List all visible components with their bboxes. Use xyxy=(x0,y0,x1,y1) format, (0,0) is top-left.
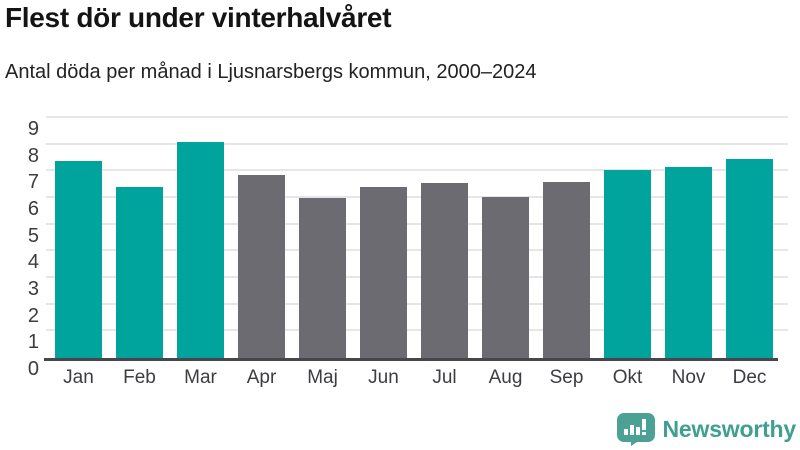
x-tick-label-mar: Mar xyxy=(184,367,217,388)
gridline-8 xyxy=(46,142,788,145)
x-tick-label-jun: Jun xyxy=(368,367,399,388)
bar-dec xyxy=(726,159,773,358)
x-tick-label-jul: Jul xyxy=(432,367,457,388)
x-tick-label-feb: Feb xyxy=(123,367,156,388)
bar-nov xyxy=(665,167,712,358)
bar-series xyxy=(46,118,788,358)
bar-okt xyxy=(604,170,651,358)
x-tick-label-jan: Jan xyxy=(63,367,94,388)
chart-subtitle: Antal döda per månad i Ljusnarsbergs kom… xyxy=(5,61,537,83)
bar-maj xyxy=(299,198,346,358)
x-tick-label-maj: Maj xyxy=(307,367,338,388)
x-tick-label-okt: Okt xyxy=(612,367,643,388)
bar-jun xyxy=(360,187,407,358)
bar-mar xyxy=(177,142,224,358)
brand-name: Newsworthy xyxy=(662,416,797,442)
x-axis-line xyxy=(44,358,778,361)
bar-apr xyxy=(238,175,285,358)
bar-jan xyxy=(55,160,102,358)
bar-jul xyxy=(421,183,468,358)
gridline-6 xyxy=(46,196,788,199)
x-tick-label-nov: Nov xyxy=(671,367,706,388)
x-tick-label-sep: Sep xyxy=(549,367,584,388)
bar-sep xyxy=(543,182,590,358)
x-axis-labels: Jan Feb Mar Apr Maj Jun Jul Aug Sep Okt Nov Dec xyxy=(46,367,790,389)
brand-footer: Newsworthy xyxy=(616,413,797,446)
plot-area xyxy=(44,116,788,361)
gridline-2 xyxy=(46,302,788,305)
newsworthy-logo-icon xyxy=(616,413,655,446)
gridline-7 xyxy=(46,169,788,172)
gridline-5 xyxy=(46,222,788,225)
gridline-3 xyxy=(46,276,788,279)
gridline-4 xyxy=(46,249,788,252)
x-tick-label-apr: Apr xyxy=(246,367,277,388)
x-tick-label-aug: Aug xyxy=(488,367,523,388)
bar-aug xyxy=(482,196,529,358)
gridline-1 xyxy=(46,329,788,332)
bar-feb xyxy=(116,187,163,358)
x-tick-label-dec: Dec xyxy=(732,367,767,388)
gridline-9 xyxy=(46,116,788,118)
chart-title: Flest dör under vinterhalvåret xyxy=(5,2,392,33)
